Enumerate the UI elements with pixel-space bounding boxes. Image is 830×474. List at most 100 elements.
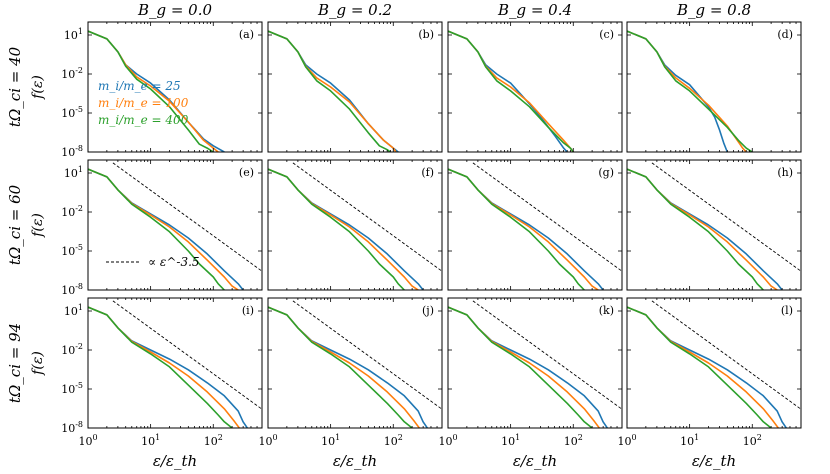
x-tick-label: 102 [743,433,762,448]
column-title: B_g = 0.8 [676,1,751,19]
series-line [268,306,413,428]
series-line [268,30,391,152]
series-line [627,30,753,152]
series-line [268,306,420,428]
x-tick-label: 102 [564,433,583,448]
legend-entry: m_i/m_e = 400 [98,113,189,127]
x-tick-label: 102 [384,433,403,448]
y-tick-label: 10-5 [61,105,83,120]
series-line [627,168,764,290]
x-tick-label: 102 [204,433,223,448]
plot-area [88,300,262,428]
x-axis-label: ε/ε_th [333,452,377,470]
series-line [448,306,593,428]
series-line [88,306,248,428]
reference-line [472,162,622,272]
panel: (c) [447,21,623,153]
y-tick-label: 101 [64,303,83,318]
y-tick-label: 101 [64,165,83,180]
y-tick-label: 101 [64,27,83,42]
reference-legend-label: ∝ ε^-3.5 [148,255,200,269]
x-axis-label: ε/ε_th [513,452,557,470]
panel: (f) [267,159,443,291]
plot-area [448,300,622,428]
series-line [627,30,747,152]
panel: 101 10-2 10-5 10-8 (e) [61,159,263,297]
panel-frame [447,297,623,429]
reference-line [292,162,442,272]
panel-frame [626,21,802,153]
row-title-group: tΩ_ci = 60 [6,184,24,265]
y-tick-label: 10-8 [61,420,83,435]
y-tick-label: 10-2 [61,204,83,219]
y-tick-label: 10-2 [61,342,83,357]
y-tick-label: 10-2 [61,66,83,81]
y-axis-label: f(ε) [30,75,46,100]
x-axis-label: ε/ε_th [692,452,736,470]
series-line [88,306,240,428]
panel-label: (f) [421,166,434,179]
panel-label: (j) [422,304,434,317]
y-axis-label: f(ε) [30,213,46,238]
series-line [448,30,574,152]
panel: 100 101 102 (k) [438,297,623,448]
legend-entry: m_i/m_e = 25 [98,79,181,93]
x-tick-label: 100 [258,433,277,448]
y-tick-label: 10-8 [61,282,83,297]
panel-label: (a) [239,28,254,41]
panel: 100 101 102 (l) [617,297,802,448]
series-line [627,306,772,428]
y-axis-label: f(ε) [30,351,46,376]
plot-area [88,162,262,290]
panel-frame [267,159,443,291]
column-title: B_g = 0.4 [497,1,572,19]
series-line [627,306,787,428]
panel-frame [87,297,263,429]
plot-area [627,300,801,428]
row-title-group: tΩ_ci = 94 [6,323,24,403]
reference-line [112,162,262,272]
reference-line [651,162,801,272]
x-tick-label: 100 [78,433,97,448]
panel-label: (d) [777,28,793,41]
panel-frame [87,21,263,153]
plot-area [268,30,399,152]
x-axis-label: ε/ε_th [153,452,197,470]
reference-line [292,300,442,410]
row-title: tΩ_ci = 60 [6,184,24,265]
x-tick-label: 101 [141,433,160,448]
panel-frame [267,297,443,429]
panel-label: (c) [599,28,614,41]
series-line [88,168,239,290]
row-title: tΩ_ci = 94 [6,323,24,403]
x-tick-label: 100 [438,433,457,448]
plot-area [88,30,225,152]
row-title-group: tΩ_ci = 40 [6,46,24,127]
panel-frame [626,159,802,291]
x-tick-label: 101 [680,433,699,448]
series-line [268,168,405,290]
x-tick-label: 101 [501,433,520,448]
panel-frame [447,159,623,291]
series-line [268,168,419,290]
reference-line [472,300,622,410]
series-line [88,168,225,290]
y-axis-label-group: f(ε) [30,213,46,238]
panel-frame [87,159,263,291]
y-tick-label: 10-5 [61,381,83,396]
y-tick-label: 10-8 [61,144,83,159]
column-title: B_g = 0.2 [317,1,392,19]
panel: 100 101 102 (j) [258,297,443,448]
panel-frame [267,21,443,153]
series-line [448,30,568,152]
panel: (d) [626,21,802,153]
panel: (h) [626,159,802,291]
reference-line [651,300,801,410]
panel: (g) [447,159,623,291]
panel-label: (g) [598,166,614,179]
plot-area [448,30,574,152]
panel-frame [447,21,623,153]
panel-label: (e) [239,166,254,179]
panel-label: (l) [781,304,793,317]
legend-entry: m_i/m_e = 100 [98,96,189,110]
